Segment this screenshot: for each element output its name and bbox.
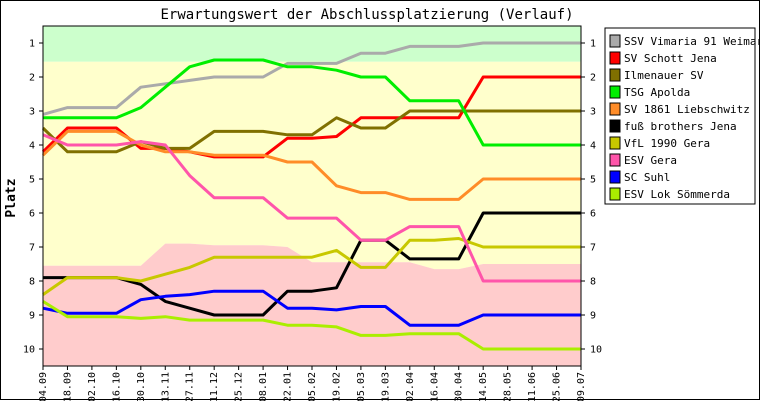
legend-label: ESV Lok Sömmerda — [624, 188, 730, 201]
x-tick-label: 19.03 — [380, 372, 391, 401]
x-tick-label: 04.09 — [38, 372, 49, 401]
x-tick-label: 14.05 — [478, 372, 489, 401]
x-tick-label: 08.01 — [258, 372, 269, 401]
y-tick-label-right: 1 — [590, 39, 596, 50]
legend-label: SSV Vimaria 91 Weimar — [624, 35, 760, 48]
legend-swatch — [609, 136, 621, 150]
x-tick-label: 02.10 — [87, 372, 98, 401]
series-line-9 — [42, 289, 581, 327]
x-tick-label: 09.07 — [576, 372, 587, 401]
y-axis-left: 1 2 3 4 5 6 7 8 9 10 — [23, 39, 43, 356]
legend-swatch — [609, 119, 621, 133]
y-tick-label-left: 3 — [29, 107, 35, 118]
series-line-8 — [42, 133, 581, 283]
y-tick-label-left: 5 — [29, 175, 35, 186]
x-tick-label: 25.12 — [234, 372, 245, 401]
series-line-7 — [42, 237, 581, 296]
band-middle — [43, 61, 581, 270]
x-tick-label: 22.01 — [283, 372, 294, 401]
x-tick-label: 19.02 — [332, 372, 343, 401]
legend-label: TSG Apolda — [624, 86, 690, 99]
y-axis-right: 1 2 3 4 5 6 7 8 9 10 — [581, 39, 602, 356]
legend-label: ESV Gera — [624, 154, 677, 167]
legend: SSV Vimaria 91 Weimar SV Schott Jena Ilmen… — [609, 34, 760, 201]
x-axis: 04.09 18.09 02.10 16.10 30.10 13.11 27.11 11.12… — [38, 366, 587, 401]
y-tick-label-left: 7 — [29, 243, 35, 254]
y-tick-label-left: 2 — [29, 73, 35, 84]
y-tick-label-right: 10 — [590, 345, 602, 356]
series-line-1 — [42, 41, 581, 116]
series-line-3 — [41, 109, 581, 154]
series-lines — [41, 41, 581, 351]
zone-bands — [43, 26, 581, 366]
y-tick-label-left: 4 — [29, 141, 35, 152]
series-line-5 — [41, 129, 581, 201]
legend-swatch — [609, 187, 621, 201]
legend-label: Ilmenauer SV — [624, 69, 704, 82]
x-tick-label: 16.10 — [111, 372, 122, 401]
x-tick-label: 11.12 — [209, 372, 220, 401]
y-tick-label-left: 6 — [29, 209, 35, 220]
band-bottom — [43, 243, 581, 366]
x-tick-label: 30.10 — [136, 372, 147, 401]
series-line-6 — [43, 211, 581, 317]
series-line-10 — [42, 300, 581, 351]
y-tick-label-right: 5 — [590, 175, 596, 186]
legend-label: SC Suhl — [624, 171, 670, 184]
y-tick-label-right: 9 — [590, 311, 596, 322]
legend-swatch — [609, 102, 621, 116]
legend-swatch — [609, 153, 621, 167]
y-tick-label-right: 2 — [590, 73, 596, 84]
y-tick-label-right: 8 — [590, 277, 596, 288]
x-tick-label: 05.03 — [356, 372, 367, 401]
legend-swatch — [609, 51, 621, 65]
legend-label: VfL 1990 Gera — [624, 137, 710, 150]
legend-label: SV Schott Jena — [624, 52, 717, 65]
x-tick-label: 11.06 — [527, 372, 538, 401]
legend-label: fuß brothers Jena — [624, 120, 737, 133]
x-tick-label: 25.06 — [552, 372, 563, 401]
band-top — [43, 26, 581, 62]
legend-label: SV 1861 Liebschwitz — [624, 103, 750, 116]
y-tick-label-left: 8 — [29, 277, 35, 288]
x-tick-label: 13.11 — [160, 372, 171, 401]
x-tick-label: 30.04 — [454, 372, 465, 401]
x-tick-label: 05.02 — [307, 372, 318, 401]
x-tick-label: 28.05 — [503, 372, 514, 401]
legend-swatch — [609, 170, 621, 184]
legend-swatch — [609, 68, 621, 82]
chart-title: Erwartungswert der Abschlussplatzierung … — [160, 7, 573, 23]
x-tick-label: 16.04 — [429, 372, 440, 401]
x-tick-label: 18.09 — [63, 372, 74, 401]
x-tick-label: 27.11 — [185, 372, 196, 401]
y-tick-label-left: 10 — [23, 345, 35, 356]
series-line-4 — [43, 58, 581, 147]
y-tick-label-right: 6 — [590, 209, 596, 220]
y-tick-label-left: 1 — [29, 39, 35, 50]
y-tick-label-right: 3 — [590, 107, 596, 118]
legend-box — [604, 27, 756, 205]
x-tick-label: 02.04 — [405, 372, 416, 401]
y-tick-label-right: 4 — [590, 141, 596, 152]
y-tick-label-right: 7 — [590, 243, 596, 254]
y-tick-label-left: 9 — [29, 311, 35, 322]
y-axis-label: Platz — [4, 178, 19, 217]
legend-swatch — [609, 85, 621, 99]
legend-swatch — [609, 34, 621, 48]
